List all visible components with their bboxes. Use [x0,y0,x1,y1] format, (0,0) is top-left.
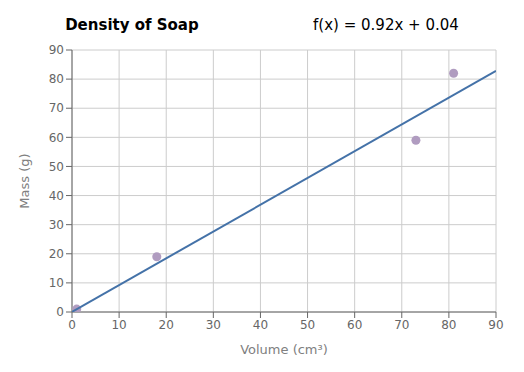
svg-text:70: 70 [49,101,64,115]
svg-text:Mass (g): Mass (g) [17,153,32,208]
svg-text:60: 60 [49,131,64,145]
svg-text:40: 40 [253,318,268,332]
svg-text:0: 0 [56,305,64,319]
svg-text:90: 90 [488,318,503,332]
svg-text:60: 60 [347,318,362,332]
svg-text:80: 80 [49,72,64,86]
svg-text:80: 80 [441,318,456,332]
svg-text:10: 10 [49,276,64,290]
svg-text:40: 40 [49,189,64,203]
svg-text:20: 20 [159,318,174,332]
svg-text:50: 50 [49,160,64,174]
svg-text:90: 90 [49,43,64,57]
svg-text:70: 70 [394,318,409,332]
svg-text:10: 10 [111,318,126,332]
html-text:Density of Soap: Density of Soap [65,16,199,34]
svg-text:50: 50 [300,318,315,332]
svg-text:20: 20 [49,247,64,261]
html-text:f(x) = 0.92x + 0.04: f(x) = 0.92x + 0.04 [313,16,459,34]
svg-text:30: 30 [49,218,64,232]
svg-text:0: 0 [68,318,76,332]
svg-text:30: 30 [206,318,221,332]
svg-text:Volume (cm³): Volume (cm³) [240,342,328,357]
